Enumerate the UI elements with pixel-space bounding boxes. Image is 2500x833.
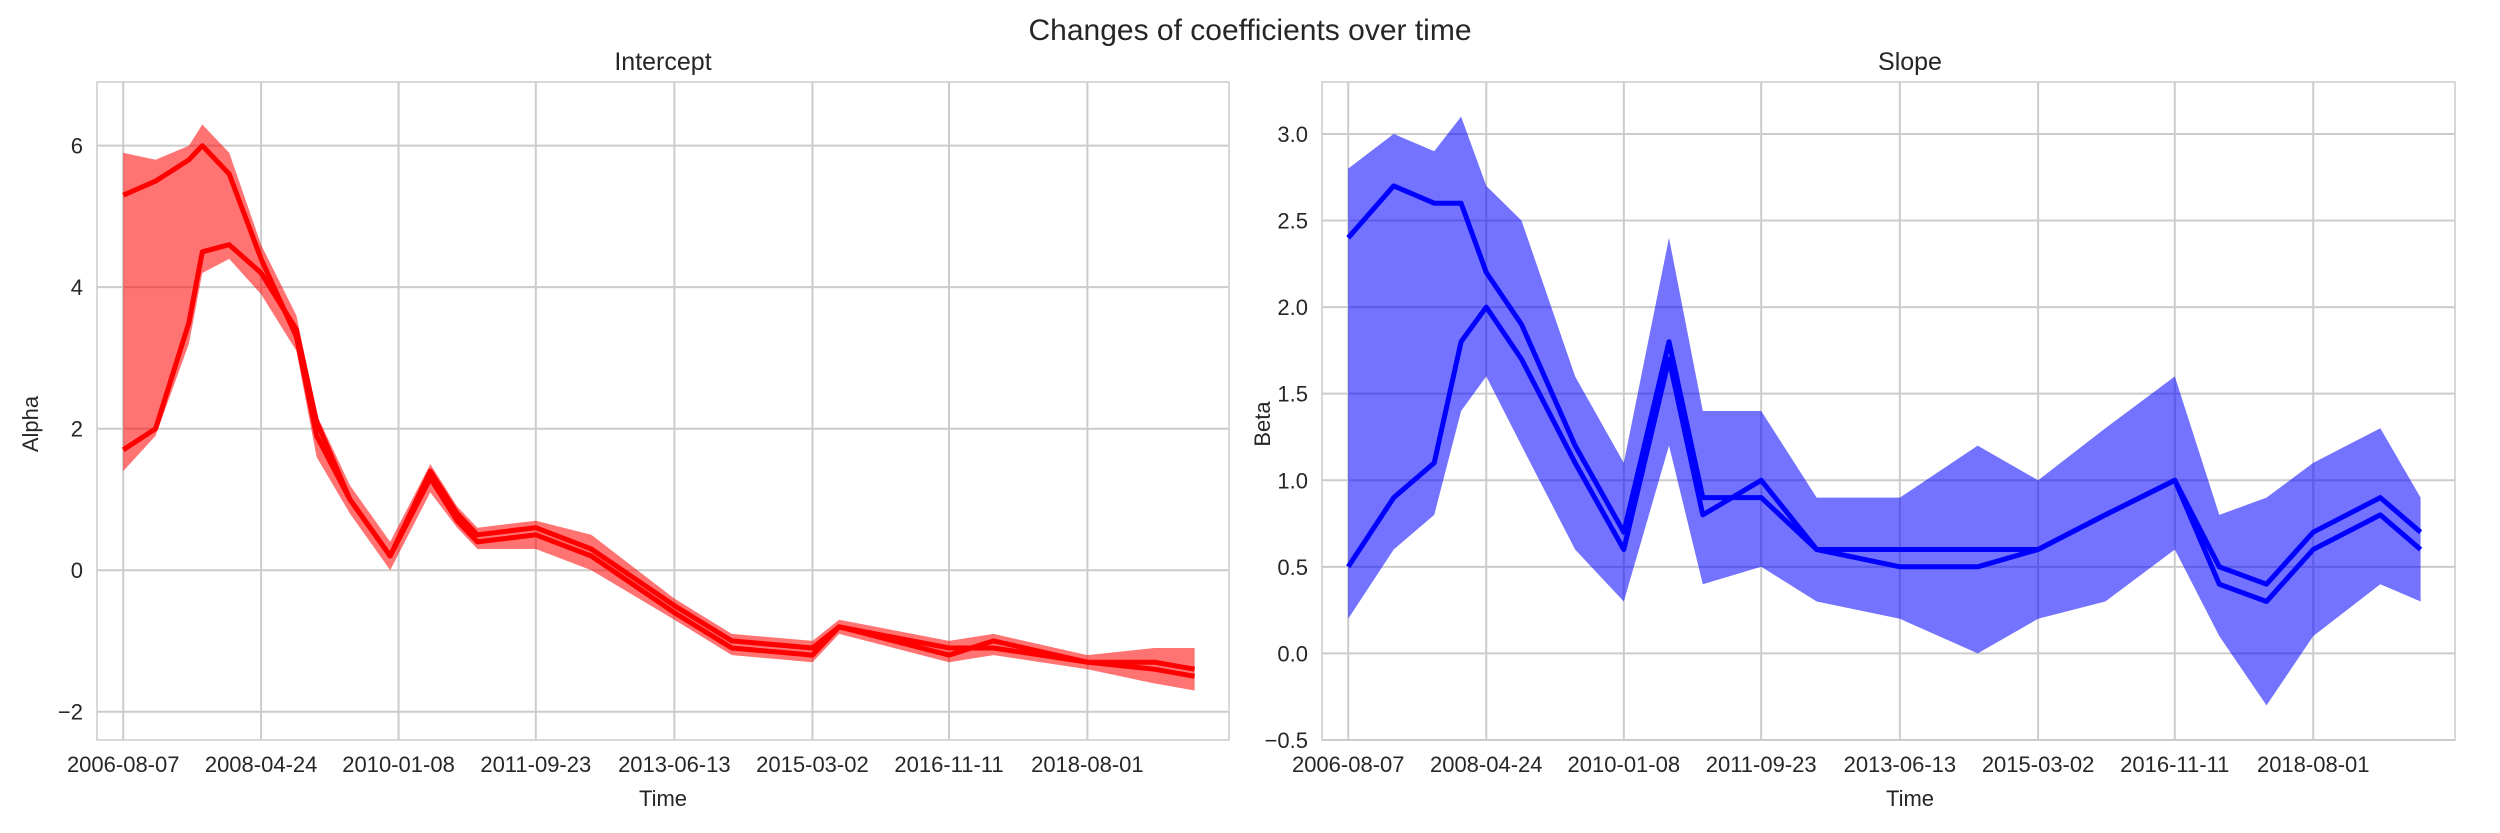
slope-x-axis-label: Time <box>1886 786 1934 811</box>
slope-y-tick-label: 2.5 <box>1277 209 1308 234</box>
slope-panel: Slope Time Beta 2006-08-07 2008-04-24 2010… <box>1250 48 2456 811</box>
intercept-x-tick-label: 2011-09-23 <box>480 752 591 777</box>
slope-series-line <box>1346 183 2423 587</box>
slope-y-tick-label: 1.5 <box>1277 382 1308 407</box>
intercept-x-tick-label: 2006-08-07 <box>67 752 180 777</box>
slope-y-tick-label: 0.5 <box>1277 555 1308 580</box>
intercept-x-tick-label: 2018-08-01 <box>1031 752 1144 777</box>
intercept-y-tick-label: 0 <box>71 558 83 583</box>
intercept-y-tick-label: 2 <box>71 417 83 442</box>
intercept-y-tick-label: 6 <box>71 134 83 159</box>
slope-x-tick-label: 2008-04-24 <box>1430 752 1543 777</box>
slope-x-tick-label: 2018-08-01 <box>2257 752 2370 777</box>
slope-y-tick-label: 3.0 <box>1277 122 1308 147</box>
intercept-y-tick-label: −2 <box>58 700 83 725</box>
intercept-x-axis-label: Time <box>639 786 687 811</box>
figure-title: Changes of coefficients over time <box>1028 14 1471 47</box>
slope-x-tick-label: 2013-06-13 <box>1844 752 1957 777</box>
slope-trajectory-band <box>1348 116 2421 706</box>
intercept-trajectory-band <box>123 124 1195 691</box>
slope-axes-frame <box>1321 81 2456 741</box>
slope-x-tick-label: 2016-11-11 <box>2120 752 2229 777</box>
slope-y-tick-label: 2.0 <box>1277 295 1308 320</box>
slope-y-tick-label: −0.5 <box>1265 728 1308 753</box>
intercept-series-line <box>122 143 1196 679</box>
intercept-x-tick-label: 2013-06-13 <box>618 752 731 777</box>
slope-y-axis-label: Beta <box>1250 401 1275 447</box>
intercept-x-tick-label: 2008-04-24 <box>205 752 318 777</box>
intercept-x-tick-label: 2010-01-08 <box>342 752 455 777</box>
intercept-x-tick-label: 2015-03-02 <box>756 752 869 777</box>
intercept-panel-title: Intercept <box>614 48 711 76</box>
slope-series-line <box>1346 304 2423 604</box>
slope-x-tick-label: 2011-09-23 <box>1706 752 1817 777</box>
intercept-axes-frame <box>96 81 1230 741</box>
slope-x-tick-label: 2010-01-08 <box>1568 752 1681 777</box>
intercept-series-line <box>121 242 1196 672</box>
intercept-y-axis-label: Alpha <box>18 395 43 452</box>
slope-x-tick-label: 2006-08-07 <box>1292 752 1405 777</box>
slope-x-tick-label: 2015-03-02 <box>1982 752 2095 777</box>
slope-y-tick-label: 0.0 <box>1277 641 1308 666</box>
intercept-panel: Intercept Time Alpha 2006-08-07 2008-04-2… <box>18 48 1230 811</box>
slope-panel-title: Slope <box>1878 48 1942 76</box>
intercept-x-tick-label: 2016-11-11 <box>894 752 1003 777</box>
intercept-y-tick-label: 4 <box>71 275 83 300</box>
slope-y-tick-label: 1.0 <box>1277 468 1308 493</box>
